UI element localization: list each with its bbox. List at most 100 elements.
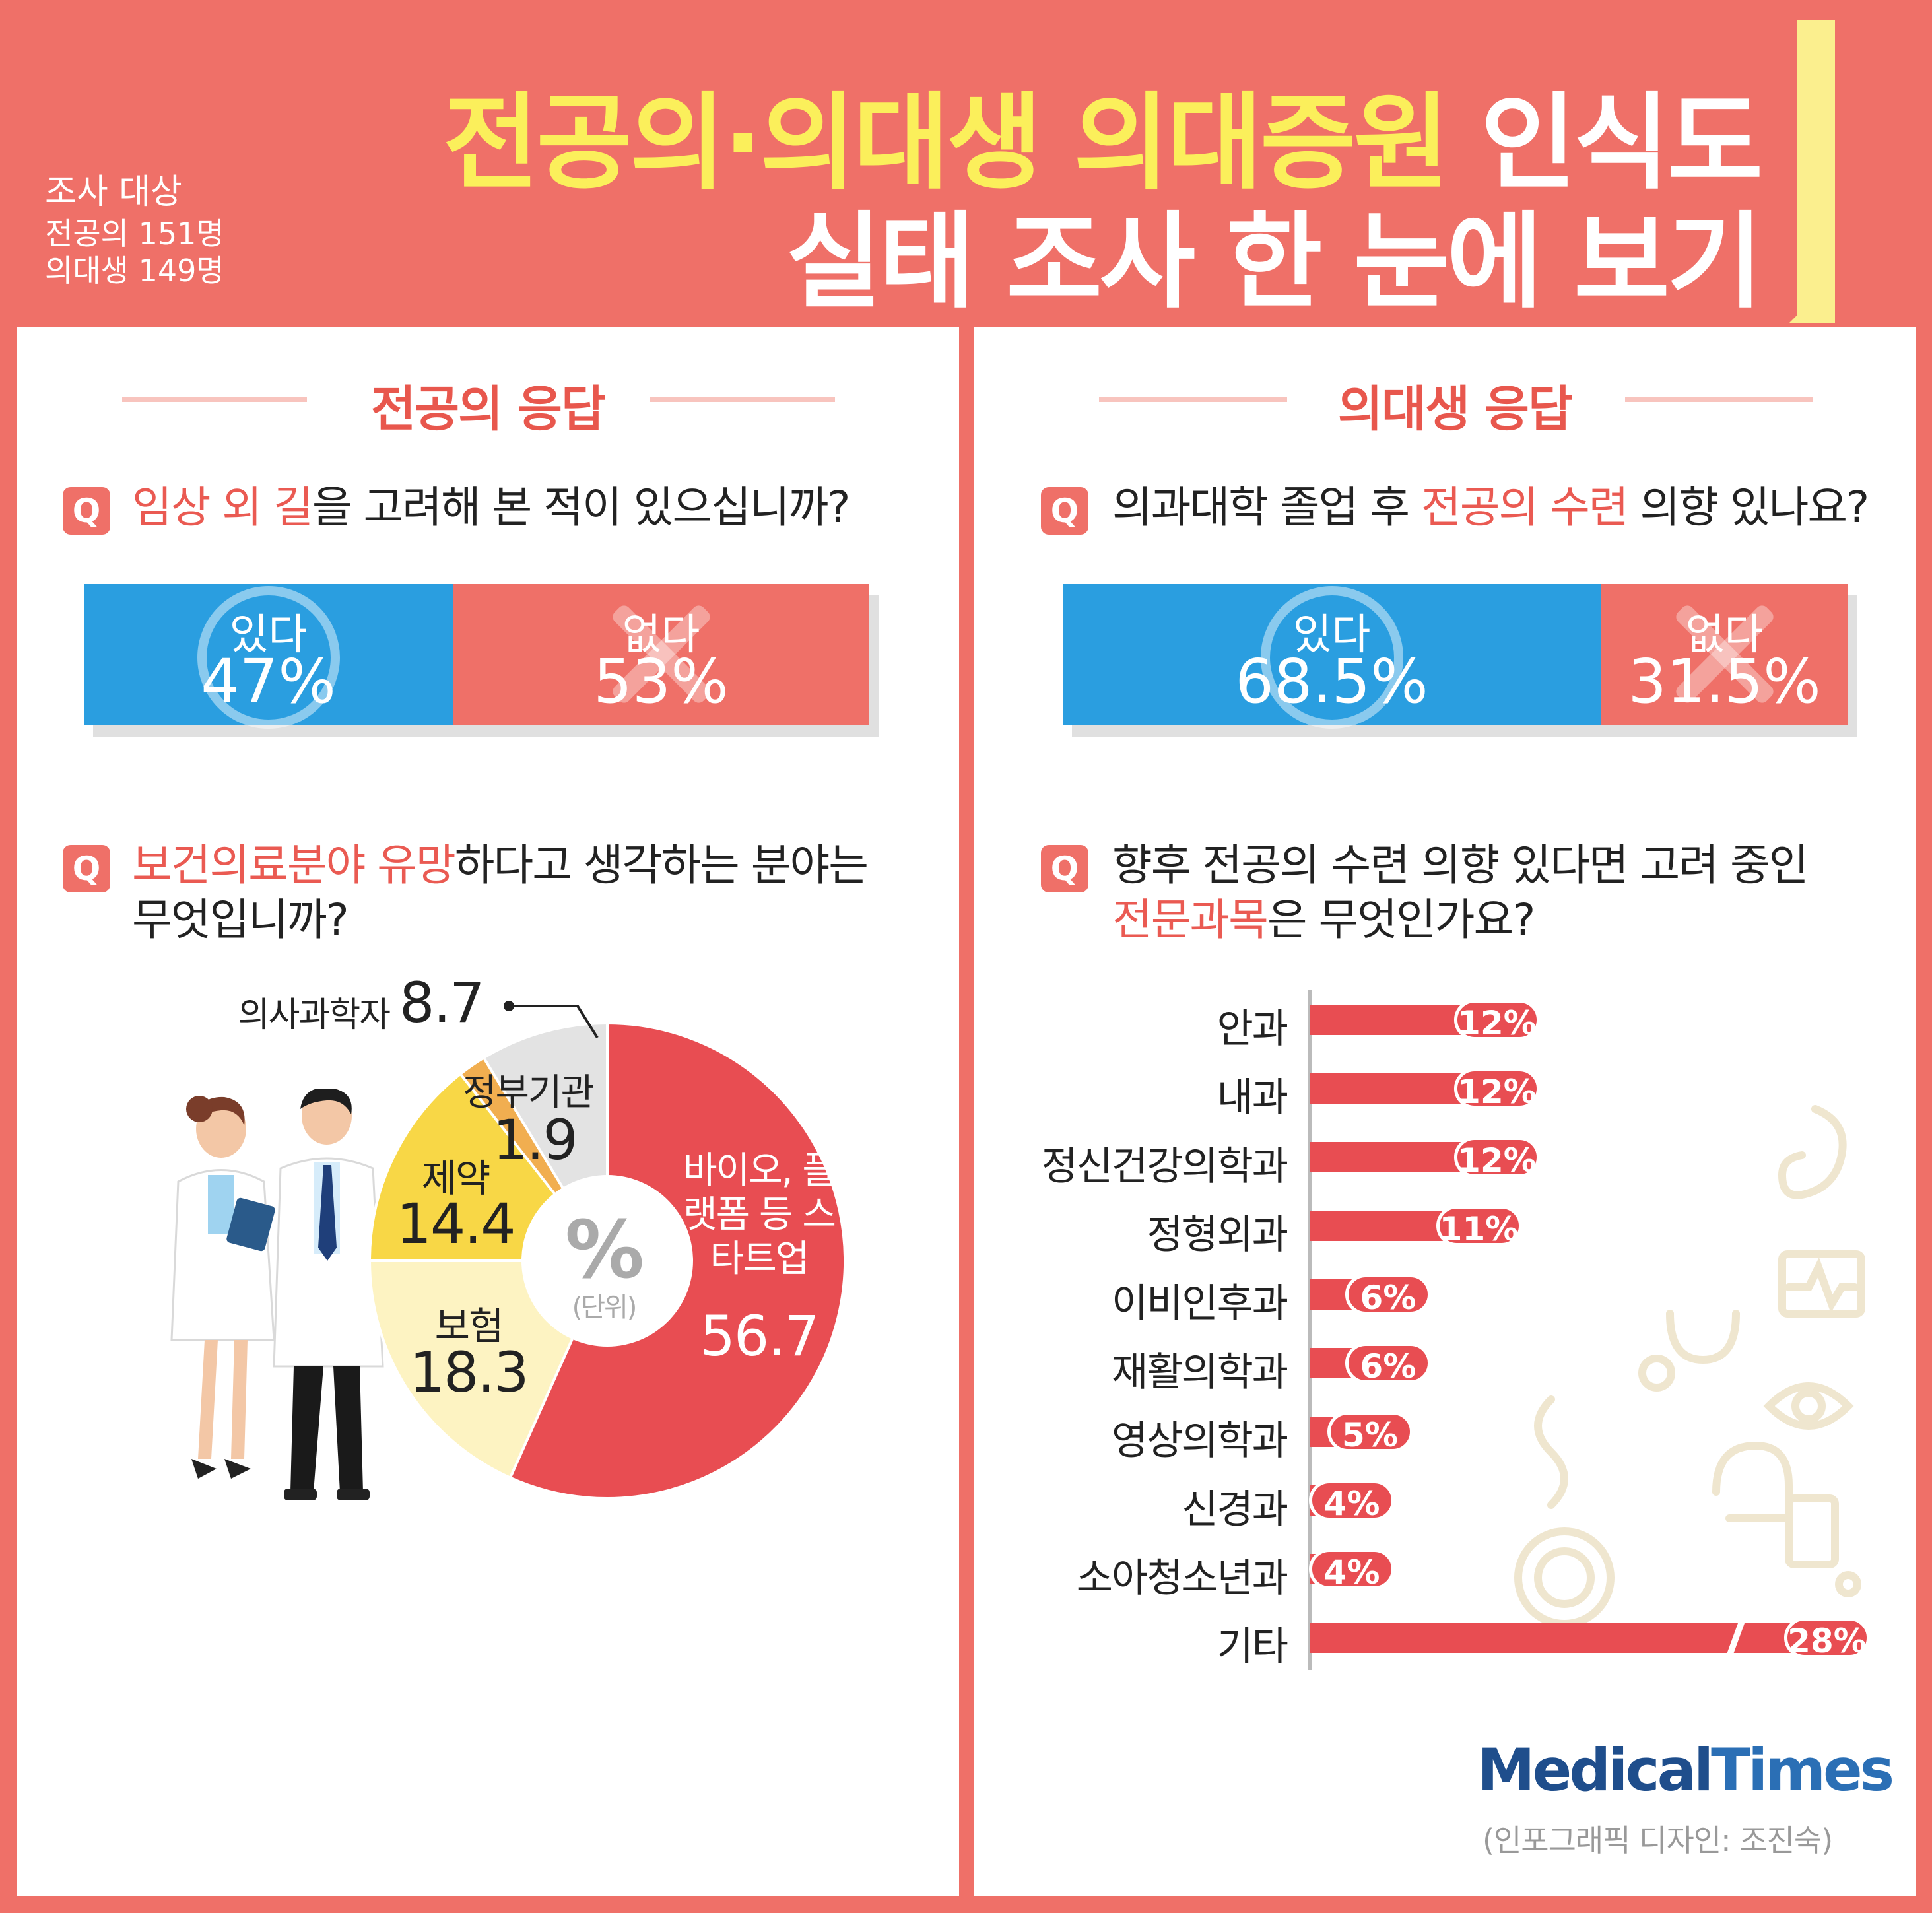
medical-icons-decoration	[1514, 1105, 1865, 1624]
question-text-line-2: 무엇입니까?	[132, 894, 349, 945]
bar-value-label: 4%	[1309, 1549, 1395, 1592]
stacked-bar-residents: 있다 47% 없다 53%	[84, 584, 869, 729]
head-icon	[1712, 1441, 1793, 1522]
question-icon: Q	[1041, 487, 1088, 535]
bar-category-label: 정형외과	[1147, 1212, 1288, 1258]
bar-value-label: 6%	[1345, 1343, 1431, 1386]
bar-value-label: 6%	[1345, 1274, 1431, 1317]
section-title-residents: 전공의 응답	[370, 381, 606, 438]
question-icon-letter: Q	[72, 850, 101, 888]
pie-category-government: 정부기관	[462, 1071, 595, 1114]
bar-segment-no: 없다 31.5%	[1601, 584, 1848, 725]
question-text: 의과대학 졸업 후	[1112, 482, 1421, 533]
question-icon: Q	[63, 487, 110, 535]
segment-value: 53%	[593, 646, 729, 717]
bar-value-label: 12%	[1454, 1068, 1540, 1111]
bar-value-label: 12%	[1454, 999, 1540, 1042]
ear-nose-icon	[1534, 1395, 1568, 1509]
bar-category-label: 재활의학과	[1112, 1349, 1288, 1395]
question-1-students: 의과대학 졸업 후 전공의 수련 의향 있나요?	[1112, 481, 1870, 535]
title-rest: 인식도	[1446, 83, 1763, 204]
pie-label-startup: 바이오, 플랫폼 등 스타트업	[673, 1149, 845, 1282]
question-1-residents: 임상 외 길을 고려해 본 적이 있으십니까?	[132, 481, 851, 535]
brand-logo: MedicalTimes	[1477, 1736, 1894, 1804]
brand-medical: Medical	[1477, 1736, 1714, 1804]
title-line-1: 전공의·의대생 의대증원 인식도	[443, 58, 1763, 209]
stacked-bar-students: 있다 68.5% 없다 31.5%	[1063, 584, 1848, 729]
section-rule	[122, 397, 307, 402]
pie-unit-label: (단위)	[572, 1292, 638, 1323]
segment-value: 31.5%	[1628, 646, 1821, 717]
bar-category-label: 영상의학과	[1112, 1418, 1288, 1464]
eye-icon	[1763, 1382, 1854, 1430]
mri-icon	[1534, 1547, 1595, 1608]
pie-value-pharma: 14.4	[396, 1191, 516, 1256]
segment-value: 68.5%	[1235, 646, 1428, 717]
iv-bag-icon	[1785, 1494, 1839, 1568]
stomach-icon	[1778, 1105, 1847, 1199]
question-icon-letter: Q	[1050, 850, 1079, 888]
pie-category-insurance: 보험	[434, 1304, 504, 1349]
bar-category-label: 안과	[1216, 1006, 1288, 1052]
brand-times: Times	[1711, 1736, 1894, 1804]
bar-segment-no: 없다 53%	[453, 584, 869, 725]
pie-value-scientist: 8.7	[399, 970, 485, 1035]
segment-category: 없다	[622, 611, 700, 659]
bar-mark	[1310, 1623, 1858, 1653]
section-title-students: 의대생 응답	[1337, 381, 1573, 438]
header-fold-corner	[1789, 277, 1835, 323]
section-rule	[1099, 397, 1287, 402]
donut-chart-fields	[368, 1021, 846, 1500]
bar-chart-axis	[1308, 990, 1312, 1670]
pie-value-government: 1.9	[492, 1108, 578, 1172]
header-shadow-strip	[1797, 20, 1835, 323]
doctors-illustration	[170, 1089, 384, 1500]
segment-category: 있다	[1292, 611, 1371, 659]
bar-segment-yes: 있다 68.5%	[1063, 584, 1601, 729]
question-highlight: 전공의 수련	[1420, 482, 1629, 533]
design-credit: (인포그래픽 디자인: 조진숙)	[1482, 1823, 1833, 1858]
question-text: 의향 있나요?	[1627, 482, 1870, 533]
bar-value-label: 12%	[1454, 1137, 1540, 1180]
question-highlight: 보건의료분야 유망	[132, 840, 456, 890]
bar-category-label: 소아청소년과	[1076, 1555, 1288, 1601]
bar-category-label: 내과	[1216, 1075, 1288, 1121]
bar-segment-yes: 있다 47%	[84, 584, 453, 729]
bar-value-label: 4%	[1309, 1480, 1395, 1523]
bar-category-label: 신경과	[1182, 1487, 1288, 1533]
stethoscope-icon	[1666, 1310, 1740, 1364]
segment-category: 있다	[229, 611, 308, 659]
question-icon-letter: Q	[72, 492, 101, 530]
question-text: 향후 전공의 수련 의향 있다면 고려 중인	[1112, 840, 1809, 890]
pie-value-insurance: 18.3	[409, 1340, 529, 1405]
title-line-2: 실태 조사 한 눈에 보기	[785, 201, 1763, 323]
pie-category-scientist: 의사과학자	[238, 995, 391, 1035]
monitor-icon	[1778, 1250, 1865, 1318]
question-2-students: 향후 전공의 수련 의향 있다면 고려 중인 전문과목은 무엇인가요?	[1112, 838, 1809, 947]
pie-center-symbol: %	[564, 1205, 644, 1296]
title-highlight: 전공의·의대생 의대증원	[443, 83, 1449, 204]
donut-hole	[521, 1175, 693, 1347]
question-highlight: 임상 외 길	[132, 482, 314, 533]
segment-value: 47%	[201, 646, 336, 717]
question-icon: Q	[1041, 845, 1088, 892]
bar-value-label: 28%	[1784, 1617, 1870, 1660]
bar-category-label: 정신건강의학과	[1041, 1143, 1288, 1190]
pie-category-startup: 바이오, 플랫폼 등 스타트업	[683, 1149, 836, 1281]
question-icon: Q	[63, 845, 110, 892]
section-rule	[650, 397, 835, 402]
question-text: 은 무엇인가요?	[1267, 894, 1535, 945]
section-rule	[1625, 397, 1813, 402]
bar-value-label: 5%	[1327, 1411, 1413, 1454]
subject-students: 의대생 149명	[45, 253, 224, 288]
bar-category-label: 기타	[1216, 1624, 1288, 1670]
question-icon-letter: Q	[1050, 492, 1079, 530]
question-text: 을 고려해 본 적이 있으십니까?	[312, 482, 851, 533]
question-highlight: 전문과목	[1112, 894, 1269, 945]
pie-value-startup: 56.7	[700, 1304, 819, 1368]
segment-category: 없다	[1685, 611, 1764, 659]
question-2-residents: 보건의료분야 유망하다고 생각하는 분야는 무엇입니까?	[132, 838, 869, 947]
subject-residents: 전공의 151명	[45, 216, 224, 252]
bar-value-label: 11%	[1436, 1205, 1522, 1248]
